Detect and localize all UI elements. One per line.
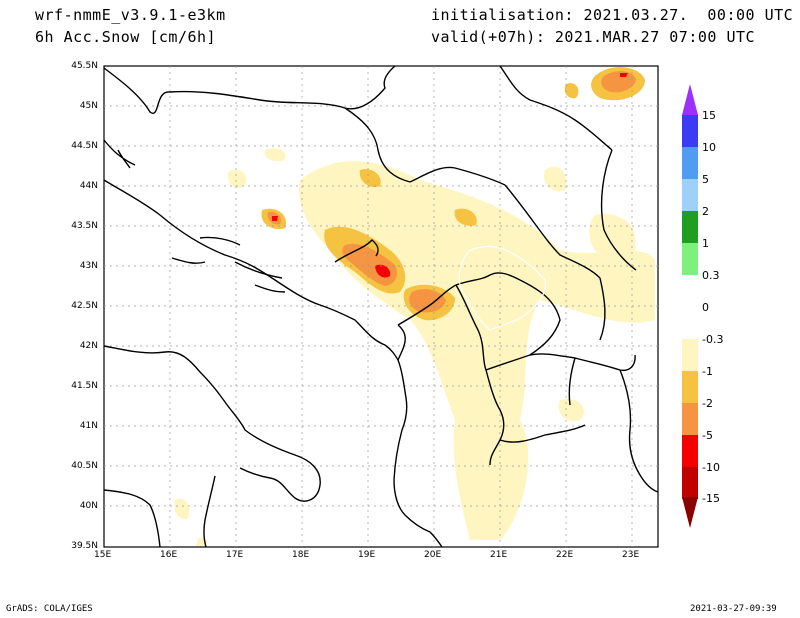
colorbar-label: 5 [702,173,709,186]
model-title: wrf-nmmE_v3.9.1-e3km [35,6,226,24]
colorbar-segment [682,371,698,403]
colorbar-label: 0 [702,301,709,314]
colorbar-label: 10 [702,141,716,154]
lon-label: 22E [556,550,574,560]
init-time: initialisation: 2021.03.27. 00:00 UTC [431,6,794,24]
colorbar-segment [682,115,698,147]
colorbar-label: -15 [702,492,720,505]
colorbar-segment [682,243,698,275]
valid-time: valid(+07h): 2021.MAR.27 07:00 UTC [431,28,756,46]
colorbar-segment [682,339,698,371]
lon-labels: 15E 16E 17E 18E 19E 20E 21E 22E 23E [0,550,800,564]
lon-label: 17E [226,550,244,560]
lat-label: 41N [79,421,98,431]
lat-label: 45.5N [71,61,98,71]
lat-label: 42.5N [71,301,98,311]
lat-label: 45N [79,101,98,111]
colorbar-segment [682,307,698,339]
lon-label: 23E [622,550,640,560]
colorbar-segment [682,275,698,307]
field-title: 6h Acc.Snow [cm/6h] [35,28,217,46]
colorbar-segment [682,147,698,179]
snow-light-patches [174,148,655,546]
lon-label: 18E [292,550,310,560]
colorbar-labels: 15 10 5 2 1 0.3 0 -0.3 -1 -2 -5 -10 -15 [702,0,742,618]
colorbar-label: -10 [702,461,720,474]
lat-label: 44N [79,181,98,191]
lon-label: 20E [424,550,442,560]
colorbar-label: 1 [702,237,709,250]
colorbar-segment [682,403,698,435]
lat-label: 41.5N [71,381,98,391]
lon-label: 21E [490,550,508,560]
lat-label: 44.5N [71,141,98,151]
footer-timestamp: 2021-03-27-09:39 [690,604,777,614]
colorbar [682,84,698,528]
lat-label: 42N [79,341,98,351]
lat-label: 43.5N [71,221,98,231]
colorbar-segment [682,211,698,243]
lat-label: 40N [79,501,98,511]
colorbar-label: -5 [702,429,713,442]
colorbar-label: 2 [702,205,709,218]
map-frame [103,65,659,548]
lon-label: 16E [160,550,178,560]
colorbar-segment [682,435,698,467]
coastlines-borders [103,65,659,548]
footer-credit: GrADS: COLA/IGES [6,604,93,614]
lat-label: 39.5N [71,541,98,551]
lat-label: 43N [79,261,98,271]
lon-label: 19E [358,550,376,560]
colorbar-label: -0.3 [702,333,724,346]
colorbar-top-arrow [682,84,698,115]
colorbar-label: -1 [702,365,713,378]
colorbar-segment [682,467,698,499]
lat-lon-grid [104,66,658,547]
colorbar-label: 15 [702,109,716,122]
colorbar-label: -2 [702,397,713,410]
colorbar-label: 0.3 [702,269,720,282]
lat-label: 40.5N [71,461,98,471]
colorbar-segment [682,179,698,211]
lon-label: 15E [94,550,112,560]
kosovo-border [458,246,547,331]
lat-labels: 45.5N 45N 44.5N 44N 43.5N 43N 42.5N 42N … [0,0,100,618]
snow-moderate-patches [261,67,645,321]
colorbar-bottom-arrow [682,497,698,528]
